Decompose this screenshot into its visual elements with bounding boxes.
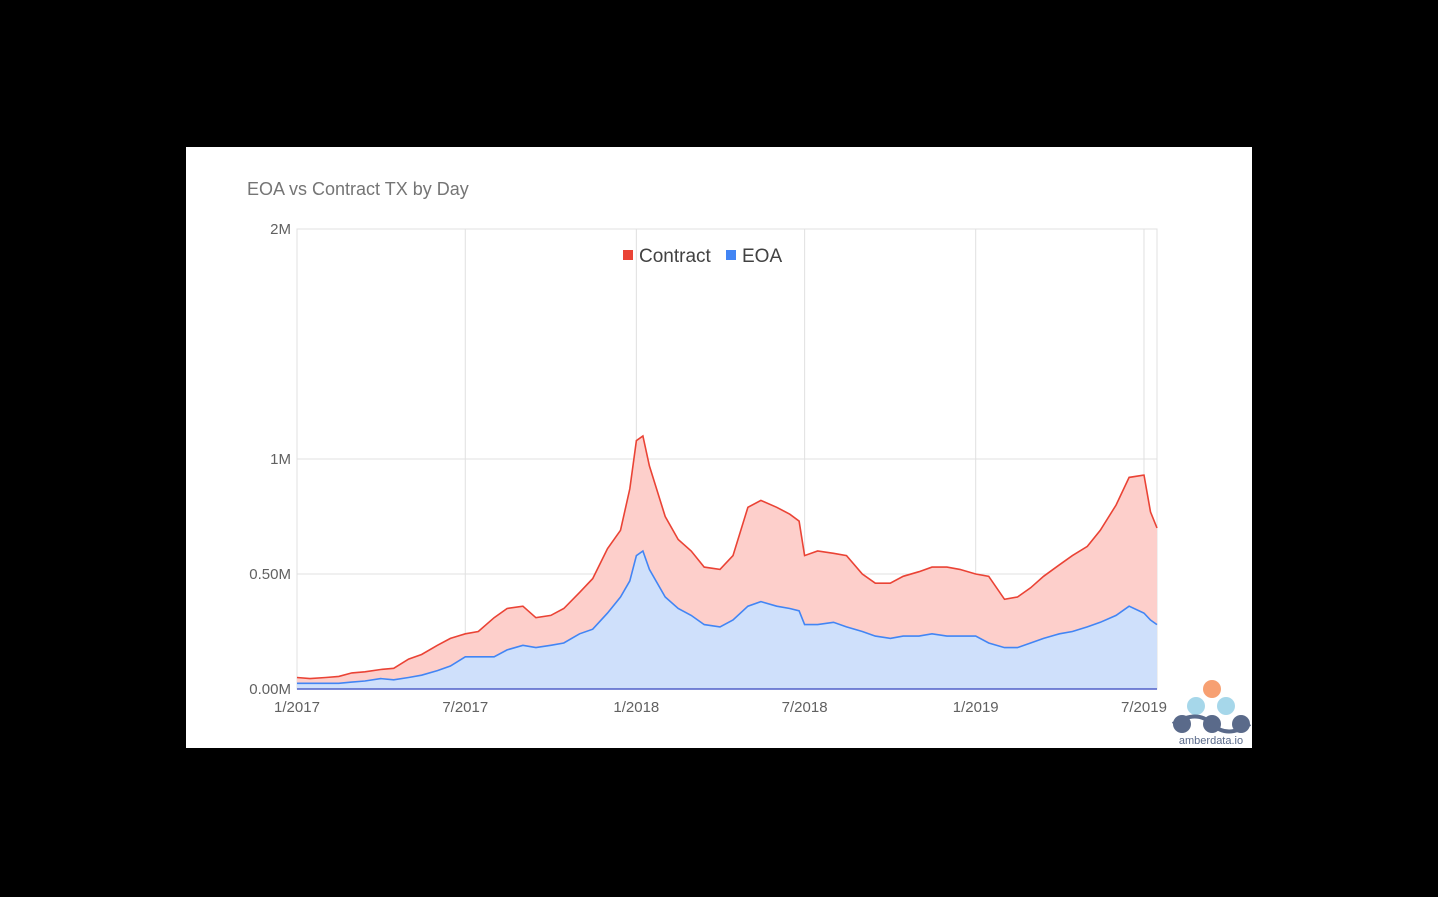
x-tick-label: 7/2018	[782, 699, 828, 716]
chart-card: EOA vs Contract TX by Day 0.00M 0.50M 1M 2M…	[186, 147, 1252, 748]
x-tick-label: 7/2017	[442, 699, 488, 716]
y-tick-label: 2M	[270, 221, 291, 238]
chart-lines	[296, 434, 1158, 685]
amberdata-logo-text: amberdata.io	[1179, 735, 1243, 747]
logo-dot	[1217, 697, 1235, 715]
legend-swatch-contract	[623, 250, 633, 260]
x-tick-label: 1/2019	[953, 699, 999, 716]
x-tick-label: 1/2018	[613, 699, 659, 716]
logo-dot	[1203, 680, 1221, 698]
y-tick-label: 0.00M	[249, 681, 291, 698]
chart-canvas: EOA vs Contract TX by Day 0.00M 0.50M 1M 2M…	[247, 179, 1252, 747]
chart-title: EOA vs Contract TX by Day	[247, 179, 469, 199]
amberdata-logo: amberdata.io	[1171, 680, 1252, 747]
logo-dot	[1187, 697, 1205, 715]
series-area-contract	[297, 436, 1157, 684]
chart-legend: Contract EOA	[623, 246, 782, 267]
series-line-eoa	[297, 549, 1158, 685]
y-axis-tick-labels: 0.00M 0.50M 1M 2M	[249, 221, 291, 698]
legend-label-contract: Contract	[639, 246, 712, 267]
y-tick-label: 1M	[270, 451, 291, 468]
x-tick-label: 7/2019	[1121, 699, 1167, 716]
legend-label-eoa: EOA	[742, 246, 782, 267]
legend-swatch-eoa	[726, 250, 736, 260]
chart-areas	[297, 436, 1157, 689]
x-tick-label: 1/2017	[274, 699, 320, 716]
y-tick-label: 0.50M	[249, 566, 291, 583]
x-axis-tick-labels: 1/2017 7/2017 1/2018 7/2018 1/2019 7/2019	[274, 699, 1167, 716]
amberdata-logo-icon	[1171, 680, 1252, 734]
series-line-contract	[296, 434, 1158, 680]
series-area-eoa	[297, 551, 1157, 689]
logo-wave	[1171, 714, 1252, 734]
